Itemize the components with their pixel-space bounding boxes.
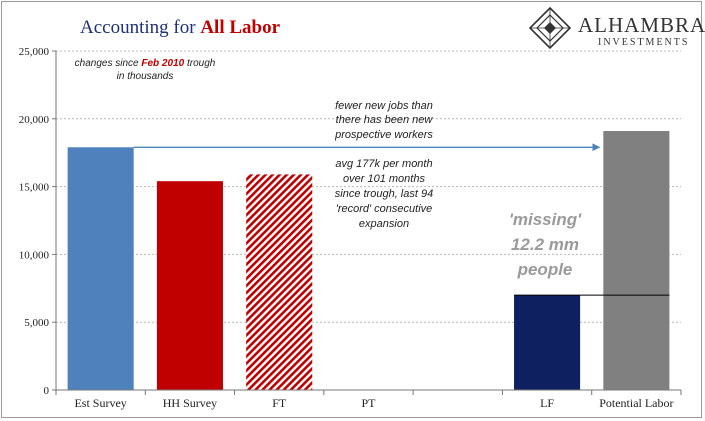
arrow-note-line-2: there has been new [336,114,434,126]
y-tick-label: 15,000 [19,182,50,194]
missing-line-2: 12.2 mm [511,235,579,254]
title-prefix: Accounting for [80,17,200,38]
bar [603,131,670,390]
diamond-emblem-icon [528,6,572,50]
note-since-pre: changes since [75,58,142,69]
bars [67,131,670,390]
missing-line-1: 'missing' [509,210,582,229]
avg-note-line-3: since trough, last 94 [335,188,433,200]
top-left-note: changes since Feb 2010 trough in thousan… [75,58,216,82]
x-tick-label: Potential Labor [599,396,673,410]
x-tick-label: PT [361,396,376,410]
y-gridlines [56,50,681,323]
y-tick-label: 0 [44,385,50,397]
y-tick-label: 25,000 [19,46,50,58]
y-tick-label: 5,000 [24,317,49,329]
y-axis-ticks: 0 5,000 10,000 15,000 20,000 25,000 [19,46,56,397]
alhambra-logo: ALHAMBRA INVESTMENTS [528,6,705,50]
note-since-post: trough [184,58,216,69]
x-tick-label: HH Survey [163,396,217,410]
note-units: in thousands [117,71,174,82]
note-since-trough: changes since Feb 2010 trough [75,58,216,69]
avg-note-line-5: expansion [359,218,409,230]
chart-title: Accounting for All Labor [80,17,281,38]
bar [514,295,581,390]
x-axis-ticks [55,390,682,395]
avg-note: avg 177k per month over 101 months since… [335,158,433,230]
bar [156,181,223,390]
x-tick-label: FT [272,396,287,410]
bar [246,174,313,390]
missing-line-3: people [517,260,573,279]
avg-note-line-1: avg 177k per month [335,158,432,170]
x-tick-label: LF [540,396,554,410]
arrow-note-line-1: fewer new jobs than [335,100,433,112]
x-tick-label: Est Survey [74,396,126,410]
arrow-note: fewer new jobs than there has been new p… [334,100,433,141]
title-emphasis: All Labor [200,17,280,38]
x-axis-labels: Est Survey HH Survey FT PT LF Potential Labor [74,396,673,410]
note-since-date: Feb 2010 [141,58,184,69]
bar [67,147,134,390]
avg-note-line-2: over 101 months [343,173,425,185]
logo-name: ALHAMBRA [578,13,705,37]
y-tick-label: 10,000 [19,249,50,261]
y-tick-label: 20,000 [19,114,50,126]
avg-note-line-4: 'record' consecutive [336,203,433,215]
missing-note: 'missing' 12.2 mm people [509,210,582,279]
logo-subtitle: INVESTMENTS [598,37,689,48]
arrow-note-line-3: prospective workers [334,129,433,141]
